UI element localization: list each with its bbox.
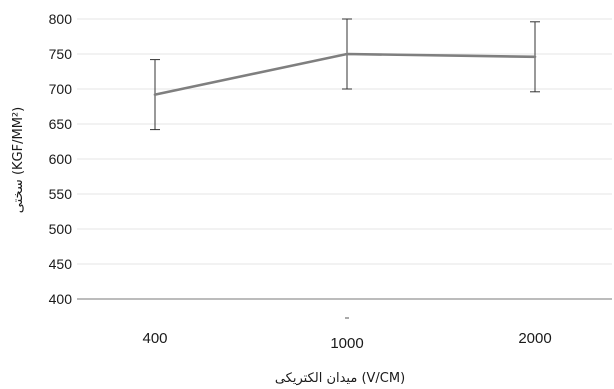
x-tick-label: 400 <box>142 330 167 347</box>
data-point <box>533 55 537 59</box>
y-axis-title: سختی (KGF/MM²) <box>11 107 26 213</box>
y-tick-label: 700 <box>49 81 73 97</box>
y-axis-ticks: 400 450 500 550 600 650 700 750 800 <box>49 11 73 307</box>
x-axis-ticks: 400 1000 2000 <box>142 317 552 352</box>
series-group <box>153 52 537 96</box>
x-axis-title: میدان الکتریکی (V/CM) <box>275 371 405 386</box>
y-tick-label: 400 <box>49 291 73 307</box>
y-tick-label: 500 <box>49 221 73 237</box>
y-tick-label: 750 <box>49 46 73 62</box>
y-tick-label: 450 <box>49 256 73 272</box>
y-tick-label: 600 <box>49 151 73 167</box>
y-tick-label: 550 <box>49 186 73 202</box>
data-point <box>345 52 349 56</box>
y-tick-label: 800 <box>49 11 73 27</box>
x-tick-label: 2000 <box>518 330 551 347</box>
error-bars <box>150 18 540 131</box>
x-tick-label: 1000 <box>330 335 363 352</box>
y-tick-label: 650 <box>49 116 73 132</box>
data-point <box>153 93 157 96</box>
